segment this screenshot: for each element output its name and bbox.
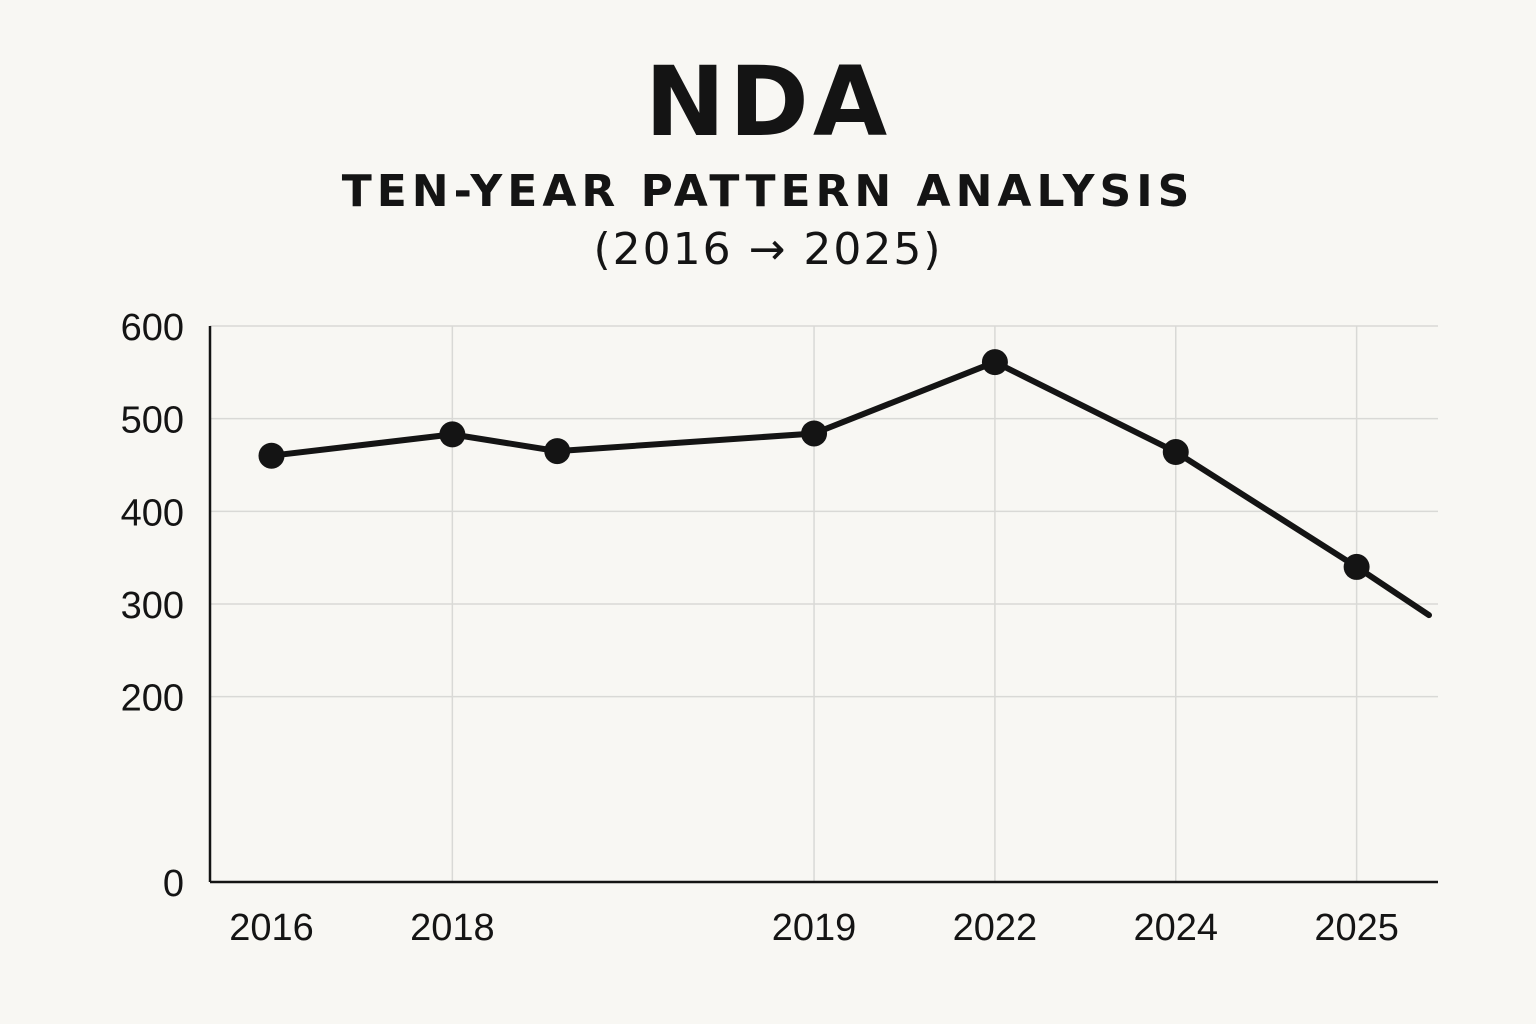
axes <box>208 326 1438 884</box>
y-tick-label-400: 400 <box>121 492 184 534</box>
data-point-6 <box>1343 553 1370 580</box>
y-tick-label-200: 200 <box>121 678 184 720</box>
y-tick-label-500: 500 <box>121 400 184 442</box>
gridlines <box>210 325 1438 882</box>
x-tick-label-2022: 2022 <box>953 907 1038 949</box>
x-tick-label-2025: 2025 <box>1314 907 1399 949</box>
data-point-2 <box>544 438 571 465</box>
data-point-0 <box>258 442 285 469</box>
x-tick-label-2024: 2024 <box>1133 907 1218 949</box>
chart-title: NDA <box>644 46 892 158</box>
chart-subtitle: TEN-YEAR PATTERN ANALYSIS <box>341 166 1195 217</box>
data-point-3 <box>801 420 828 447</box>
series-line-0 <box>268 359 1432 619</box>
x-tick-label-2019: 2019 <box>772 907 857 949</box>
chart-date-range: (2016 → 2025) <box>593 224 943 275</box>
x-tick-label-2016: 2016 <box>229 907 314 949</box>
data-point-4 <box>981 349 1008 376</box>
y-tick-label-300: 300 <box>121 585 184 627</box>
data-point-1 <box>439 421 466 448</box>
data-point-5 <box>1162 439 1189 466</box>
x-tick-label-2018: 2018 <box>410 907 495 949</box>
data-series <box>258 349 1432 619</box>
y-tick-label-600: 600 <box>121 307 184 349</box>
y-tick-label-0: 0 <box>163 863 184 905</box>
tick-labels: 0 200 300 400 500 600 2016 2018 2019 2022 2024 2025 <box>121 307 1399 949</box>
